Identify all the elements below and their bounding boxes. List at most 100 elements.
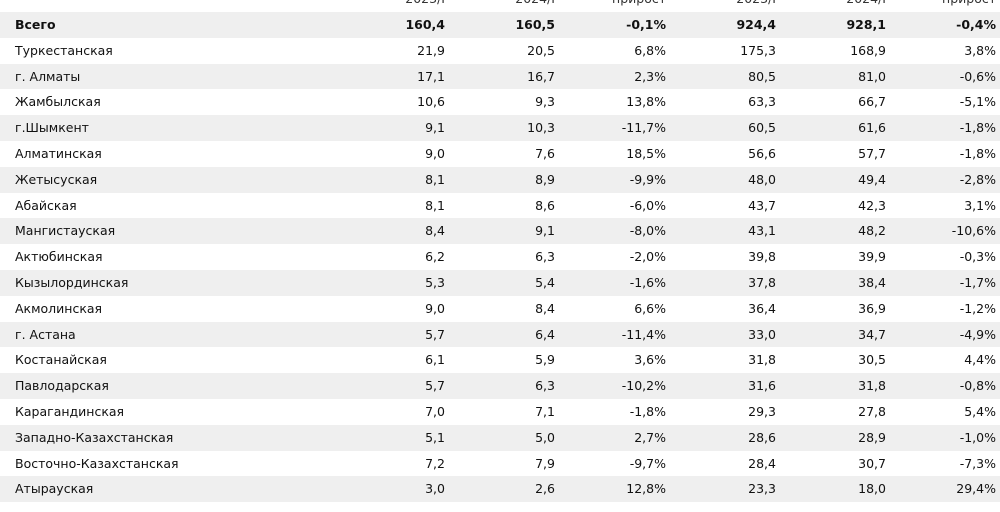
cell: 31,8: [748, 352, 776, 368]
cell: 34,7: [858, 326, 886, 342]
cell: -10,6%: [951, 223, 996, 239]
cell: 8,6: [535, 197, 555, 213]
cell: Акмолинская: [15, 300, 103, 316]
table-row: Жамбылская 10,6 9,3 13,8% 63,3 66,7 -5,1%: [0, 89, 1000, 115]
cell: 43,1: [748, 223, 776, 239]
cell: 23,3: [748, 481, 776, 497]
cell: 8,4: [425, 223, 445, 239]
cell: 6,3: [535, 249, 555, 265]
cell: 924,4: [736, 17, 776, 32]
cell: 31,6: [748, 378, 776, 394]
cell: 60,5: [748, 120, 776, 136]
cell: Мангистауская: [15, 223, 116, 239]
cell: -1,2%: [959, 300, 996, 316]
table-row: Всего 160,4 160,5 -0,1% 924,4 928,1 -0,4%: [0, 12, 1000, 38]
cell: 6,2: [425, 249, 445, 265]
table-row: Павлодарская 5,7 6,3 -10,2% 31,6 31,8 -0,8%: [0, 373, 1000, 399]
cell: 8,1: [425, 171, 445, 187]
table-row: Актюбинская 6,2 6,3 -2,0% 39,8 39,9 -0,3%: [0, 244, 1000, 270]
cell: 10,3: [527, 120, 555, 136]
cell: 56,6: [748, 146, 776, 161]
cell: 33,0: [748, 326, 776, 342]
cell: -2,8%: [959, 171, 996, 187]
cell: 30,5: [858, 352, 886, 368]
cell: -7,3%: [959, 455, 996, 471]
cell: Жетысуская: [15, 171, 98, 187]
cell: 7,6: [535, 146, 555, 161]
cell: 6,4: [535, 326, 555, 342]
cell: -0,8%: [959, 378, 996, 394]
cell: 8,4: [535, 300, 555, 316]
cell: 63,3: [748, 94, 776, 110]
cell: 6,1: [425, 352, 445, 368]
cell: 6,8%: [634, 42, 666, 58]
cell: 2024/I: [846, 0, 886, 12]
cell: -0,1%: [626, 17, 666, 32]
table-row: Карагандинская 7,0 7,1 -1,8% 29,3 27,8 5,4%: [0, 399, 1000, 425]
cell: Восточно-Казахстанская: [15, 455, 179, 471]
cell: 4,4%: [964, 352, 996, 368]
cell: Костанайская: [15, 352, 107, 368]
table-row: Туркестанская 21,9 20,5 6,8% 175,3 168,9 3,8%: [0, 38, 1000, 64]
cell: -0,6%: [959, 68, 996, 84]
cell: 27,8: [858, 404, 886, 419]
table-row: Алматинская 9,0 7,6 18,5% 56,6 57,7 -1,8%: [0, 141, 1000, 167]
cell: -1,7%: [959, 275, 996, 290]
table-row: Атырауская 3,0 2,6 12,8% 23,3 18,0 29,4%: [0, 476, 1000, 503]
cell: 928,1: [846, 17, 886, 32]
cell: -10,2%: [621, 378, 666, 394]
cell: Кызылординская: [15, 275, 129, 290]
cell: 6,3: [535, 378, 555, 394]
cell: 5,9: [535, 352, 555, 368]
table-row: г. Алматы 17,1 16,7 2,3% 80,5 81,0 -0,6%: [0, 63, 1000, 90]
table-row: Мангистауская 8,4 9,1 -8,0% 43,1 48,2 -10,6%: [0, 218, 1000, 245]
table-row: Западно-Казахстанская 5,1 5,0 2,7% 28,6 28,9 -…: [0, 424, 1000, 451]
cell: 2,3%: [634, 68, 666, 84]
cell: 13,8%: [626, 94, 666, 110]
cell: 18,0: [858, 481, 886, 497]
table-row: г. Астана 5,7 6,4 -11,4% 33,0 34,7 -4,9%: [0, 321, 1000, 348]
cell: 3,6%: [634, 352, 666, 368]
cell: Западно-Казахстанская: [15, 429, 174, 445]
cell: 7,0: [425, 404, 445, 419]
cell: 28,4: [748, 455, 776, 471]
cell: -9,9%: [629, 171, 666, 187]
cell: -0,3%: [959, 249, 996, 265]
cell: прирост: [612, 0, 666, 12]
cell: 5,7: [425, 326, 445, 342]
table-row: Восточно-Казахстанская 7,2 7,9 -9,7% 28,4 30,…: [0, 451, 1000, 477]
cell: 39,8: [748, 249, 776, 265]
cell: 17,1: [417, 68, 445, 84]
cell: 30,7: [858, 455, 886, 471]
cell: 9,1: [425, 120, 445, 136]
table-row: г.Шымкент 9,1 10,3 -11,7% 60,5 61,6 -1,8%: [0, 115, 1000, 141]
cell: Жамбылская: [15, 94, 101, 110]
cell: -0,4%: [956, 17, 996, 32]
cell: 28,9: [858, 429, 886, 445]
cell: 61,6: [858, 120, 886, 136]
cell: 66,7: [858, 94, 886, 110]
cell: 80,5: [748, 68, 776, 84]
cell: 160,4: [405, 17, 445, 32]
cell: Всего: [15, 17, 56, 32]
cell: 57,7: [858, 146, 886, 161]
cell: 2024/I: [515, 0, 555, 12]
table-row: Акмолинская 9,0 8,4 6,6% 36,4 36,9 -1,2%: [0, 296, 1000, 322]
cell: -6,0%: [629, 197, 666, 213]
cell: 36,4: [748, 300, 776, 316]
cell: 160,5: [515, 17, 555, 32]
cell: -1,0%: [959, 429, 996, 445]
cell: г. Астана: [15, 326, 76, 342]
cell: 16,7: [527, 68, 555, 84]
cell: 175,3: [740, 42, 776, 58]
cell: 21,9: [417, 42, 445, 58]
cell: 2,7%: [634, 429, 666, 445]
cell: 10,6: [417, 94, 445, 110]
cell: 48,2: [858, 223, 886, 239]
cell: 5,4: [535, 275, 555, 290]
cell: Актюбинская: [15, 249, 103, 265]
cell: -8,0%: [629, 223, 666, 239]
cell: -1,8%: [629, 404, 666, 419]
cell: 5,0: [535, 429, 555, 445]
